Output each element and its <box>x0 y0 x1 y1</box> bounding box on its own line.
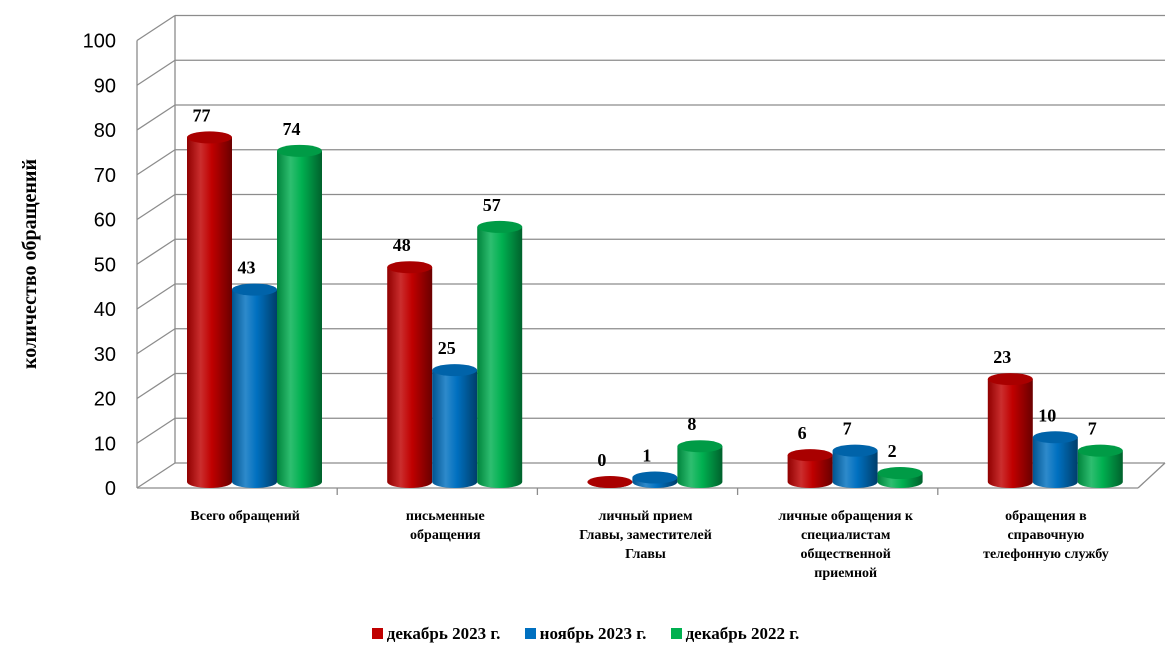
y-tick-label: 70 <box>94 165 116 187</box>
bar-0-0 <box>187 137 232 489</box>
floor-right-edge <box>1137 462 1166 489</box>
legend-label-dec-2023: декабрь 2023 г. <box>386 624 501 643</box>
y-tick-label: 30 <box>94 344 116 366</box>
data-label: 6 <box>798 423 807 443</box>
y-axis-title: количество обращений <box>19 159 41 369</box>
bar-top-1-1 <box>432 364 478 377</box>
side-wall-line <box>136 283 176 310</box>
side-wall-line <box>136 238 176 265</box>
bar-0-3 <box>787 455 833 488</box>
legend-swatch-nov-2023 <box>524 628 536 639</box>
side-wall-line <box>136 149 176 176</box>
legend-swatch-dec-2022 <box>670 628 682 639</box>
side-wall-line <box>136 193 176 221</box>
legend-item-dec-2022: декабрь 2022 г. <box>670 624 800 644</box>
bar-2-4 <box>1077 450 1123 488</box>
bar-top-0-2 <box>587 476 633 488</box>
data-label: 57 <box>483 195 501 215</box>
legend-swatch-dec-2023 <box>371 628 383 639</box>
y-tick-label: 50 <box>94 254 116 276</box>
data-label: 7 <box>1088 419 1097 439</box>
data-label: 48 <box>393 235 411 255</box>
side-wall-line <box>136 14 176 42</box>
bar-2-2 <box>677 446 723 488</box>
data-label: 7 <box>843 419 852 439</box>
bar-top-1-2 <box>632 471 678 484</box>
bar-top-1-3 <box>832 444 878 457</box>
bar-1-4 <box>1032 437 1078 488</box>
bar-top-0-4 <box>987 373 1033 386</box>
data-label: 2 <box>888 441 897 461</box>
legend-label-nov-2023: ноябрь 2023 г. <box>539 624 647 643</box>
data-label: 0 <box>597 450 606 470</box>
y-tick-label: 40 <box>94 299 116 321</box>
y-tick-label: 90 <box>94 75 116 97</box>
bar-top-1-4 <box>1032 431 1078 444</box>
bar-top-0-0 <box>187 131 232 144</box>
side-wall-line <box>136 417 176 444</box>
category-label: письменные обращения <box>406 509 485 543</box>
legend-label-dec-2022: декабрь 2022 г. <box>685 624 800 643</box>
data-label: 43 <box>238 258 256 278</box>
data-label: 1 <box>642 446 651 466</box>
y-tick-label: 0 <box>105 478 116 500</box>
side-wall-line <box>136 104 176 131</box>
bar-top-0-1 <box>387 261 433 274</box>
data-label: 25 <box>438 338 456 358</box>
bar-1-3 <box>832 450 878 488</box>
y-tick-label: 20 <box>94 389 116 411</box>
bar-0-4 <box>987 379 1033 488</box>
side-wall-line <box>136 59 176 86</box>
side-wall-line <box>136 372 176 400</box>
side-wall-line <box>136 328 176 355</box>
bar-2-1 <box>477 226 523 489</box>
data-label: 10 <box>1038 405 1056 425</box>
data-label: 77 <box>193 105 211 125</box>
bar-top-2-3 <box>877 467 923 480</box>
data-label: 23 <box>993 347 1011 367</box>
bar-2-0 <box>277 150 322 488</box>
bar-0-1 <box>387 267 433 488</box>
legend-item-nov-2023: ноябрь 2023 г. <box>524 624 647 644</box>
bar-top-2-1 <box>477 220 523 233</box>
y-tick-label: 100 <box>83 31 116 53</box>
category-label: личные обращения к специалистам общественн… <box>778 509 914 581</box>
legend-item-dec-2023: декабрь 2023 г. <box>371 624 501 644</box>
y-tick-label: 10 <box>94 433 116 455</box>
category-label: личный прием Главы, заместителей Главы <box>579 509 712 562</box>
side-wall-line <box>136 462 176 489</box>
y-tick-label: 80 <box>94 120 116 142</box>
data-label: 74 <box>283 119 301 139</box>
bar-top-2-2 <box>677 440 723 453</box>
legend: декабрь 2023 г. ноябрь 2023 г. декабрь 2… <box>0 624 1171 644</box>
bar-top-2-4 <box>1077 444 1123 457</box>
category-label: обращения в справочную телефонную службу <box>983 509 1109 562</box>
data-label: 8 <box>687 414 696 434</box>
bar-top-1-0 <box>232 283 277 296</box>
category-label: Всего обращений <box>190 509 299 524</box>
y-tick-label: 60 <box>94 210 116 232</box>
bar-top-2-0 <box>277 144 322 157</box>
bar-1-0 <box>232 289 277 488</box>
bar-top-0-3 <box>787 449 833 462</box>
bar-1-1 <box>432 370 478 488</box>
